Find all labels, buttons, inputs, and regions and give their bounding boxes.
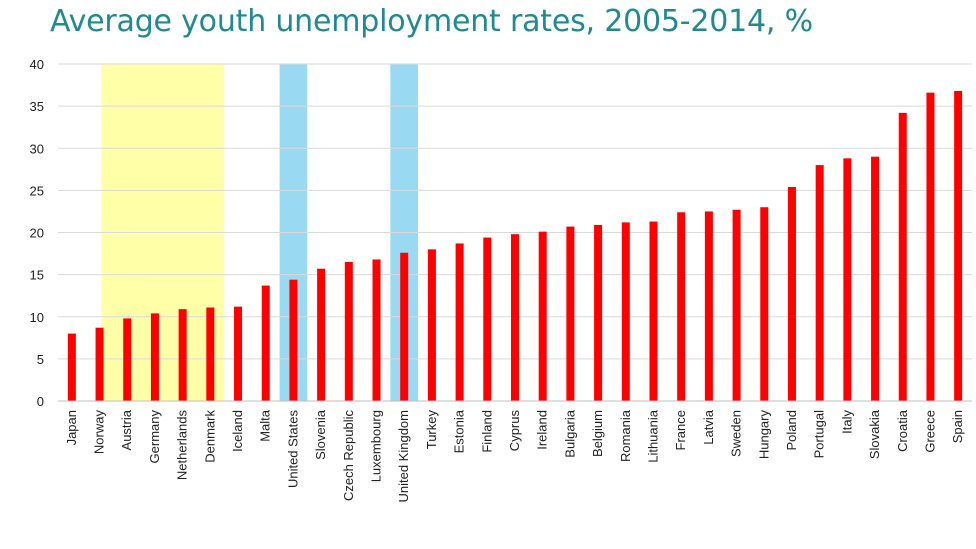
y-tick-label: 30: [30, 141, 44, 156]
x-category-label: France: [673, 410, 688, 450]
bar-sweden: [732, 209, 741, 401]
bar-denmark: [206, 307, 215, 401]
bar-turkey: [427, 249, 436, 401]
bar-united-kingdom: [400, 252, 409, 401]
x-category-label: Croatia: [895, 409, 910, 452]
y-tick-label: 25: [30, 183, 44, 198]
x-category-label: Slovakia: [867, 409, 882, 459]
x-category-label: Romania: [618, 409, 633, 462]
x-category-label: Belgium: [590, 410, 605, 457]
bar-spain: [954, 90, 963, 402]
bar-ireland: [538, 231, 547, 401]
y-tick-label: 20: [30, 226, 44, 241]
bar-italy: [843, 158, 852, 401]
bar-belgium: [594, 224, 603, 401]
x-category-label: Finland: [479, 410, 494, 453]
x-category-label: Netherlands: [175, 410, 190, 481]
bar-hungary: [760, 207, 769, 401]
bar-bulgaria: [566, 226, 575, 401]
bar-germany: [150, 313, 159, 401]
bar-norway: [95, 327, 104, 401]
x-category-label: Norway: [92, 410, 107, 455]
bar-japan: [67, 333, 76, 401]
x-category-label: Czech Republic: [341, 410, 356, 502]
x-axis-categories: Japan Norway Austria Germany Netherlands Denm…: [64, 409, 965, 502]
x-category-label: Ireland: [535, 410, 550, 450]
x-category-label: Hungary: [756, 410, 771, 460]
bar-czech-republic: [344, 261, 353, 401]
bar-france: [677, 212, 686, 401]
x-category-label: Slovenia: [313, 409, 328, 460]
bar-croatia: [898, 112, 907, 402]
x-category-label: Iceland: [230, 410, 245, 452]
x-category-label: United Kingdom: [396, 410, 411, 503]
bar-malta: [261, 285, 270, 401]
x-category-label: Sweden: [729, 410, 744, 457]
bar-austria: [123, 318, 132, 401]
bar-estonia: [455, 243, 464, 401]
y-tick-label: 0: [37, 394, 44, 409]
x-category-label: Spain: [950, 410, 965, 443]
x-category-label: Turkey: [424, 410, 439, 450]
bar-portugal: [815, 165, 824, 401]
x-category-label: Malta: [258, 409, 273, 442]
bar-united-states: [289, 279, 298, 401]
x-category-label: Bulgaria: [562, 409, 577, 457]
x-category-label: Austria: [119, 409, 134, 450]
y-tick-label: 5: [37, 352, 44, 367]
x-category-label: Portugal: [812, 410, 827, 459]
bar-slovakia: [871, 156, 880, 401]
chart-title: Average youth unemployment rates, 2005-2…: [50, 4, 813, 39]
x-category-label: Japan: [64, 410, 79, 445]
bar-poland: [787, 187, 796, 401]
x-category-label: Lithuania: [645, 409, 660, 463]
bar-finland: [483, 237, 492, 401]
bar-lithuania: [649, 221, 658, 401]
x-category-label: Luxembourg: [369, 410, 384, 482]
x-category-label: Poland: [784, 410, 799, 450]
x-category-label: United States: [285, 410, 300, 489]
x-category-label: Estonia: [452, 409, 467, 453]
x-category-label: Denmark: [202, 410, 217, 463]
bar-latvia: [704, 211, 713, 401]
x-category-label: Latvia: [701, 409, 716, 444]
bar-cyprus: [511, 234, 519, 401]
y-tick-label: 35: [30, 99, 44, 114]
bar-romania: [621, 222, 630, 401]
y-tick-label: 10: [30, 310, 44, 325]
bar-slovenia: [317, 268, 326, 401]
bar-luxembourg: [372, 259, 381, 401]
x-category-label: Greece: [922, 410, 937, 453]
x-category-label: Germany: [147, 410, 162, 464]
y-axis-ticks: 0 5 10 15 20 25 30 35 40: [30, 57, 44, 409]
bars: [67, 90, 963, 402]
bar-greece: [926, 92, 935, 402]
bar-iceland: [234, 306, 243, 401]
y-tick-label: 40: [30, 57, 44, 72]
y-tick-label: 15: [30, 268, 44, 283]
x-category-label: Cyprus: [507, 410, 522, 452]
x-category-label: Italy: [839, 410, 854, 434]
bar-netherlands: [178, 309, 187, 401]
